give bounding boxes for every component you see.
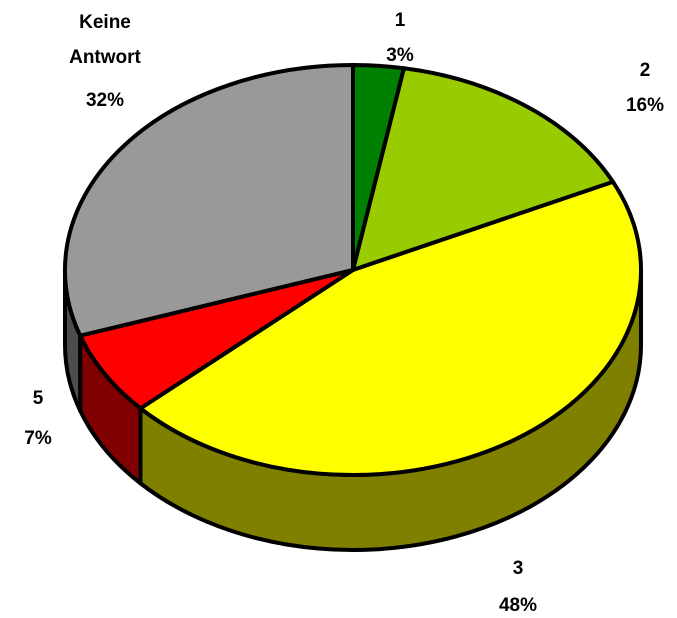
- slice: [63, 63, 355, 338]
- slice: [138, 179, 644, 478]
- category-label: 5: [32, 388, 44, 409]
- value-label: 16%: [625, 95, 665, 116]
- value-label: 48%: [498, 595, 538, 616]
- value-label: 7%: [24, 428, 52, 449]
- category-label: Keine Antwort: [69, 12, 141, 68]
- category-label: 2: [639, 60, 651, 81]
- value-label: 32%: [85, 90, 125, 111]
- value-label: 3%: [386, 45, 414, 66]
- slice: [351, 66, 616, 272]
- category-label: 1: [394, 10, 406, 31]
- category-label: 3: [512, 558, 524, 579]
